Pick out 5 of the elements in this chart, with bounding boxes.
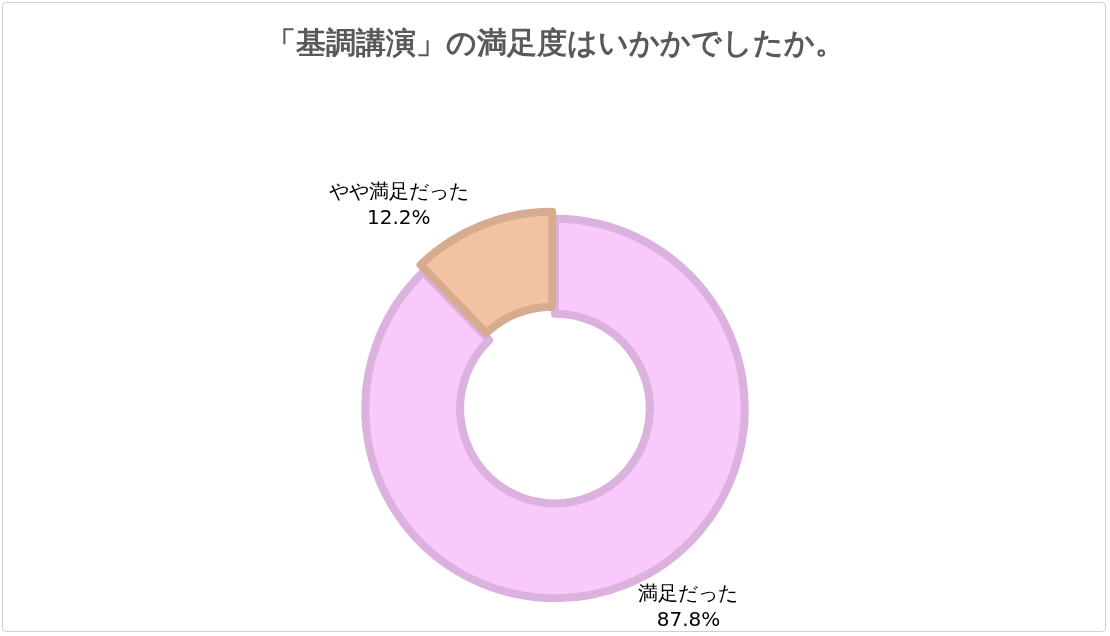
chart-title: 「基調講演」の満足度はいかかでしたか。	[265, 24, 845, 60]
slice-label: やや満足だった	[328, 179, 469, 204]
data-label: 87.8%	[656, 607, 721, 632]
data-label: 12.2%	[366, 205, 431, 230]
slice-label: 満足だった	[638, 581, 739, 606]
